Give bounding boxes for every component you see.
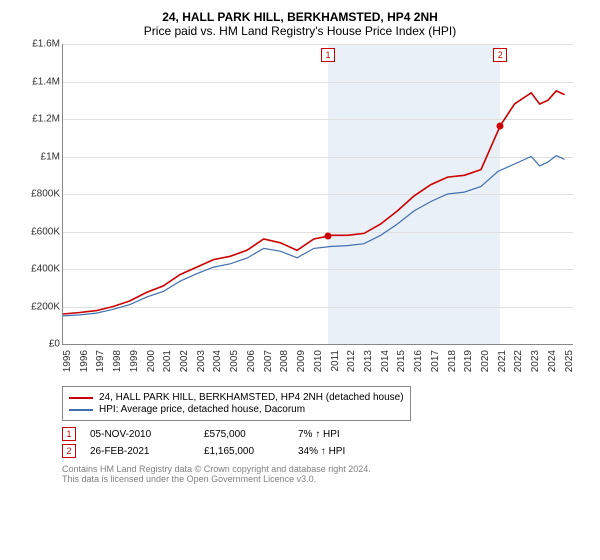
legend-item: 24, HALL PARK HILL, BERKHAMSTED, HP4 2NH… — [69, 392, 404, 403]
x-axis-tick: 2011 — [330, 350, 341, 372]
x-axis-tick: 2019 — [463, 350, 474, 372]
x-axis-tick: 2000 — [146, 350, 157, 372]
x-axis-tick: 2007 — [263, 350, 274, 372]
sale-price: £575,000 — [204, 429, 284, 440]
y-axis-tick: £800K — [20, 189, 60, 200]
x-axis-tick: 2022 — [513, 350, 524, 372]
chart-subtitle: Price paid vs. HM Land Registry's House … — [15, 24, 585, 38]
sale-marker-icon: 1 — [62, 427, 76, 441]
sale-hpi: 7% ↑ HPI — [298, 429, 340, 440]
y-axis-tick: £600K — [20, 226, 60, 237]
footer-line: Contains HM Land Registry data © Crown c… — [62, 464, 585, 474]
series-price_paid — [63, 91, 565, 314]
x-axis-tick: 2004 — [212, 350, 223, 372]
sale-price: £1,165,000 — [204, 446, 284, 457]
plot-region: 12 — [62, 44, 573, 345]
sale-point-dot — [497, 122, 504, 129]
sale-row: 2 26-FEB-2021 £1,165,000 34% ↑ HPI — [62, 444, 585, 458]
x-axis-tick: 2010 — [313, 350, 324, 372]
y-axis-tick: £1.6M — [20, 39, 60, 50]
x-axis-tick: 2016 — [413, 350, 424, 372]
x-axis-tick: 2008 — [279, 350, 290, 372]
sale-row: 1 05-NOV-2010 £575,000 7% ↑ HPI — [62, 427, 585, 441]
y-axis-tick: £200K — [20, 301, 60, 312]
x-axis-tick: 2024 — [547, 350, 558, 372]
chart-area: 12 £0£200K£400K£600K£800K£1M£1.2M£1.4M£1… — [20, 44, 580, 384]
x-axis-tick: 2020 — [480, 350, 491, 372]
legend-swatch — [69, 397, 93, 399]
chart-title: 24, HALL PARK HILL, BERKHAMSTED, HP4 2NH — [15, 10, 585, 24]
x-axis-tick: 2009 — [296, 350, 307, 372]
sale-date: 26-FEB-2021 — [90, 446, 190, 457]
x-axis-tick: 1999 — [129, 350, 140, 372]
sale-marker-flag: 1 — [321, 48, 335, 62]
x-axis-tick: 2002 — [179, 350, 190, 372]
y-axis-tick: £0 — [20, 339, 60, 350]
x-axis-tick: 2005 — [229, 350, 240, 372]
x-axis-tick: 1998 — [112, 350, 123, 372]
x-axis-tick: 2025 — [564, 350, 575, 372]
legend-label: HPI: Average price, detached house, Daco… — [99, 404, 305, 415]
footer-line: This data is licensed under the Open Gov… — [62, 474, 585, 484]
y-axis-tick: £1.2M — [20, 114, 60, 125]
y-axis-tick: £400K — [20, 264, 60, 275]
x-axis-tick: 1997 — [95, 350, 106, 372]
x-axis-tick: 2017 — [430, 350, 441, 372]
sale-date: 05-NOV-2010 — [90, 429, 190, 440]
x-axis-tick: 2012 — [346, 350, 357, 372]
x-axis-tick: 2015 — [396, 350, 407, 372]
x-axis-tick: 1995 — [62, 350, 73, 372]
series-hpi — [63, 156, 565, 316]
legend-swatch — [69, 409, 93, 411]
sale-marker-flag: 2 — [493, 48, 507, 62]
y-axis-tick: £1.4M — [20, 76, 60, 87]
x-axis-tick: 2001 — [162, 350, 173, 372]
sale-hpi: 34% ↑ HPI — [298, 446, 345, 457]
sales-list: 1 05-NOV-2010 £575,000 7% ↑ HPI 2 26-FEB… — [62, 427, 585, 458]
x-axis-tick: 2023 — [530, 350, 541, 372]
chart-lines — [63, 44, 573, 344]
sale-marker-icon: 2 — [62, 444, 76, 458]
x-axis-tick: 2003 — [196, 350, 207, 372]
chart-container: 24, HALL PARK HILL, BERKHAMSTED, HP4 2NH… — [0, 0, 600, 560]
x-axis-tick: 2013 — [363, 350, 374, 372]
x-axis-tick: 2014 — [380, 350, 391, 372]
x-axis-tick: 2021 — [497, 350, 508, 372]
legend-item: HPI: Average price, detached house, Daco… — [69, 404, 404, 415]
x-axis-tick: 1996 — [79, 350, 90, 372]
sale-point-dot — [325, 233, 332, 240]
x-axis-tick: 2006 — [246, 350, 257, 372]
legend-label: 24, HALL PARK HILL, BERKHAMSTED, HP4 2NH… — [99, 392, 404, 403]
footer-attribution: Contains HM Land Registry data © Crown c… — [62, 464, 585, 484]
y-axis-tick: £1M — [20, 151, 60, 162]
legend-box: 24, HALL PARK HILL, BERKHAMSTED, HP4 2NH… — [62, 386, 411, 421]
x-axis-tick: 2018 — [447, 350, 458, 372]
